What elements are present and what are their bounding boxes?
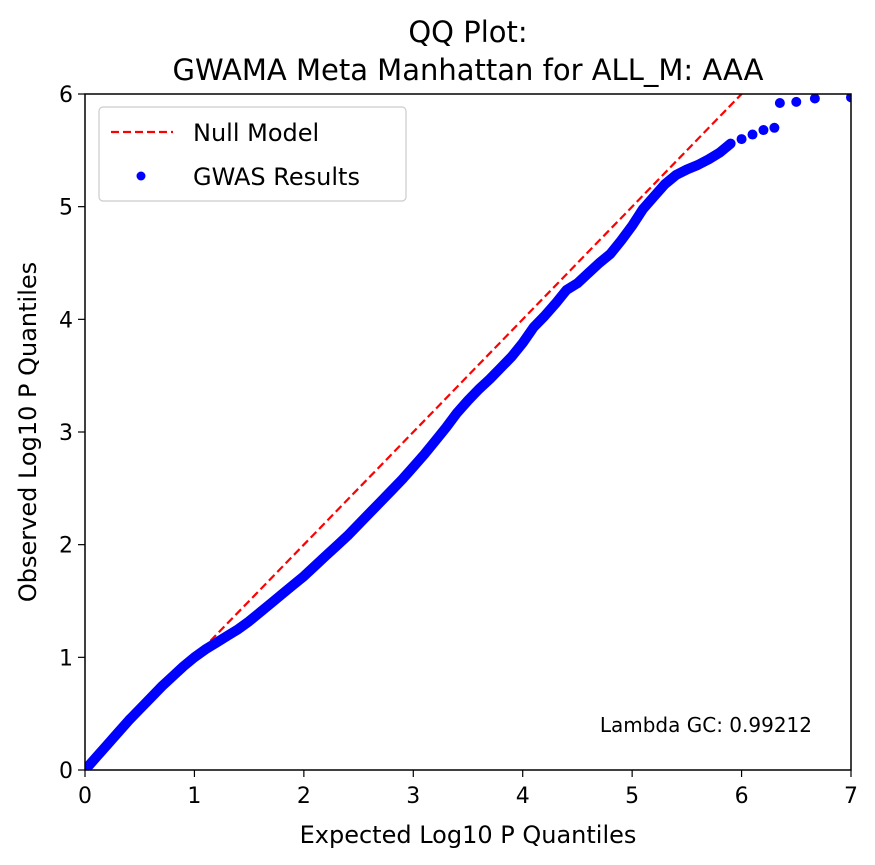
- gwas-point: [747, 129, 758, 140]
- x-tick-label: 6: [735, 784, 749, 809]
- legend-box: [98, 106, 407, 202]
- gwas-results-curve: [85, 138, 736, 770]
- gwas-tail-points: [736, 94, 851, 145]
- y-tick-label: 4: [59, 308, 73, 333]
- gwas-point: [769, 122, 780, 133]
- gwas-point: [809, 94, 820, 104]
- x-tick-label: 2: [297, 784, 311, 809]
- y-tick-label: 5: [59, 196, 73, 221]
- legend-null-model-label: Null Model: [193, 119, 319, 147]
- legend-gwas-results-swatch: [136, 171, 146, 181]
- gwas-point: [791, 96, 802, 107]
- y-tick-label: 0: [59, 759, 73, 784]
- x-tick-label: 0: [78, 784, 92, 809]
- x-tick-label: 4: [516, 784, 530, 809]
- x-tick-label: 1: [187, 784, 201, 809]
- x-tick-label: 3: [406, 784, 420, 809]
- y-axis-label: Observed Log10 P Quantiles: [14, 262, 42, 602]
- gwas-point: [736, 134, 747, 145]
- null-model-line: [85, 94, 744, 770]
- x-tick-label: 5: [625, 784, 639, 809]
- lambda-gc-annotation: Lambda GC: 0.99212: [600, 713, 812, 737]
- gwas-point: [758, 125, 769, 136]
- legend-gwas-results-label: GWAS Results: [193, 163, 360, 191]
- chart-title-line-1: QQ Plot:: [408, 15, 527, 49]
- x-axis-label: Expected Log10 P Quantiles: [300, 821, 637, 849]
- chart-title-line-2: GWAMA Meta Manhattan for ALL_M: AAA: [172, 53, 763, 87]
- y-tick-label: 6: [59, 83, 73, 108]
- gwas-point: [846, 94, 851, 103]
- x-tick-label: 7: [844, 784, 858, 809]
- y-tick-label: 2: [59, 534, 73, 559]
- y-tick-label: 3: [59, 421, 73, 446]
- gwas-point: [774, 98, 785, 109]
- axis-ticks: 0 1 2 3 4 5 6 7 0 1 2 3 4 5 6: [59, 83, 858, 809]
- y-tick-label: 1: [59, 646, 73, 671]
- plot-frame: [84, 93, 852, 771]
- legend: Null Model GWAS Results: [98, 106, 407, 202]
